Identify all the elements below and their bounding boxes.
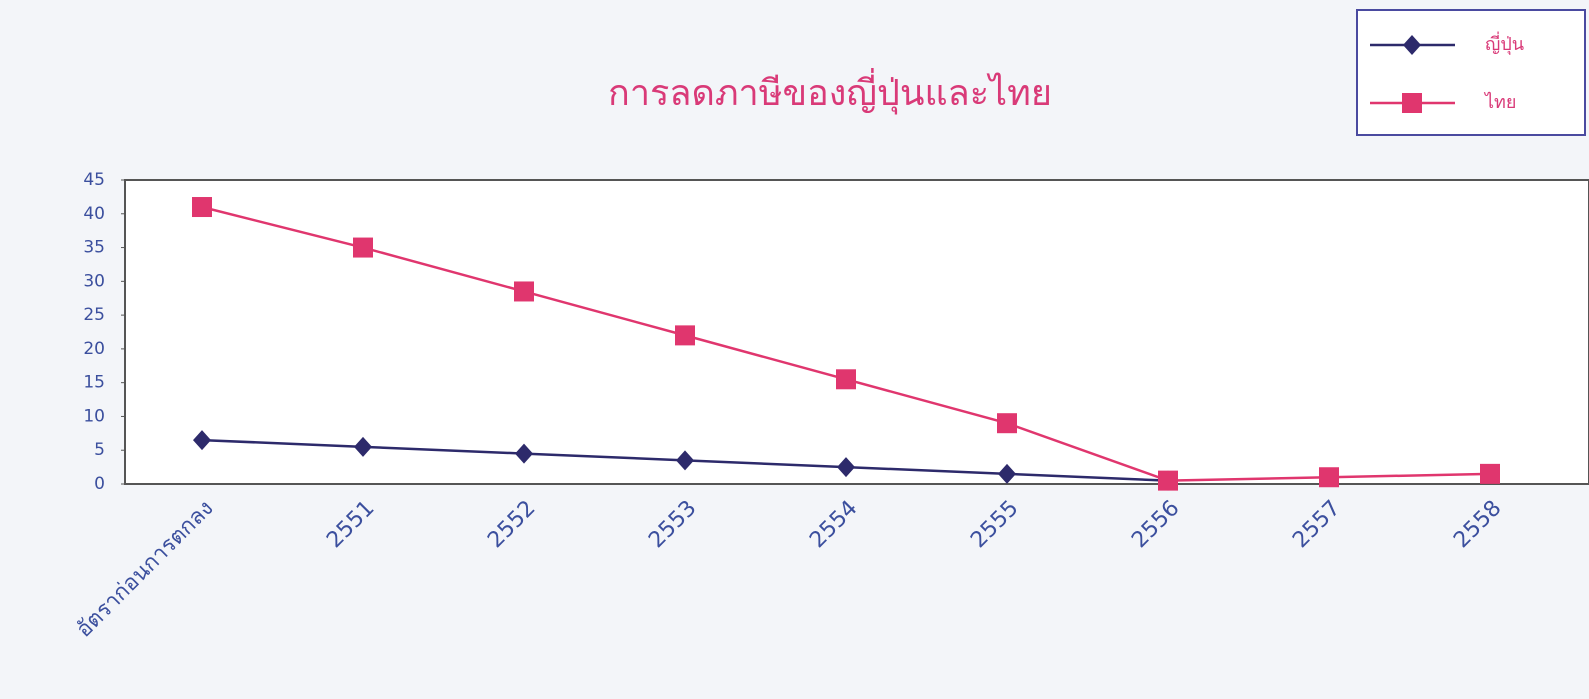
point xyxy=(837,457,855,478)
point xyxy=(1158,470,1178,491)
point xyxy=(193,430,211,451)
y-tick-label: 5 xyxy=(94,440,105,460)
y-tick-label: 15 xyxy=(83,373,105,393)
point xyxy=(514,281,534,302)
legend-symbol xyxy=(1402,93,1422,113)
point xyxy=(515,443,533,464)
legend-label: ญี่ปุ่น xyxy=(1485,31,1524,55)
point xyxy=(836,369,856,390)
y-tick-label: 45 xyxy=(83,170,105,190)
y-tick-label: 20 xyxy=(83,339,105,359)
point xyxy=(676,450,694,471)
y-tick-label: 0 xyxy=(94,474,105,494)
point xyxy=(1480,463,1500,484)
y-tick-label: 40 xyxy=(83,204,105,224)
chart-title: การลดภาษีของญี่ปุ่นและไทย xyxy=(608,68,1052,115)
point xyxy=(675,325,695,346)
y-tick-label: 25 xyxy=(83,305,105,325)
legend-box xyxy=(1356,9,1586,136)
point xyxy=(1319,467,1339,488)
legend-symbol xyxy=(1403,35,1421,55)
point xyxy=(354,436,372,457)
point xyxy=(998,463,1016,484)
y-tick-label: 35 xyxy=(83,238,105,258)
point xyxy=(997,413,1017,434)
y-tick-label: 30 xyxy=(83,271,105,291)
point xyxy=(192,197,212,218)
legend-label: ไทย xyxy=(1483,91,1516,113)
plot-area xyxy=(124,179,1589,485)
point xyxy=(353,237,373,258)
y-tick-label: 10 xyxy=(83,406,105,426)
